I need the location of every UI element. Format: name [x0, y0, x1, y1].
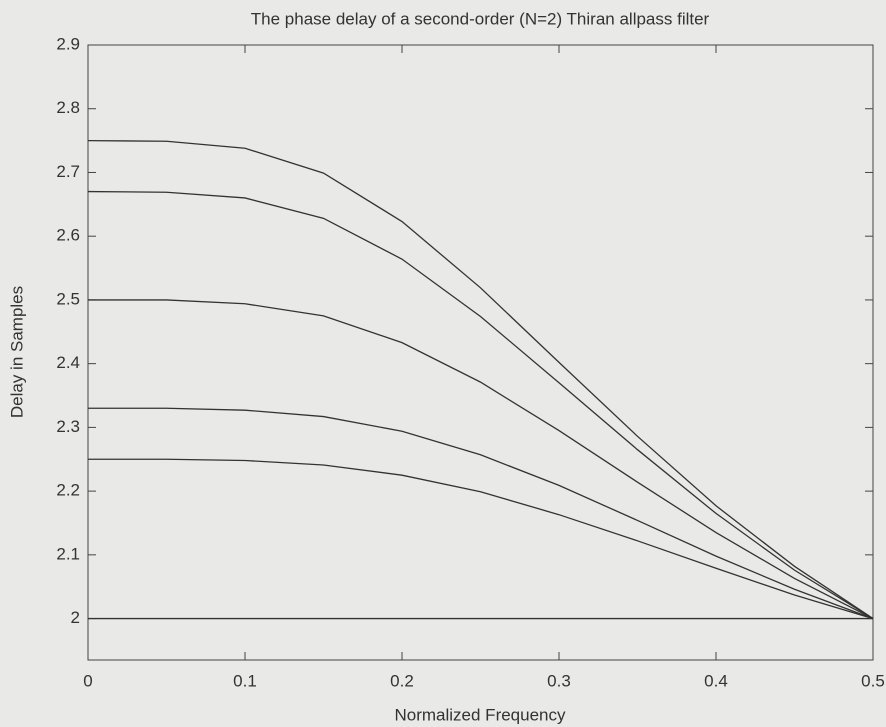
x-tick-label: 0.3 [547, 671, 571, 690]
x-tick-label: 0.1 [233, 671, 257, 690]
chart-title: The phase delay of a second-order (N=2) … [251, 9, 710, 28]
y-tick-label: 2 [71, 608, 80, 627]
y-tick-label: 2.9 [56, 34, 80, 53]
y-tick-label: 2.2 [56, 481, 80, 500]
y-tick-label: 2.8 [56, 98, 80, 117]
x-tick-label: 0.5 [861, 671, 885, 690]
line-series [88, 459, 873, 618]
plot-frame [88, 45, 873, 660]
y-tick-label: 2.5 [56, 289, 80, 308]
line-series [88, 408, 873, 618]
x-tick-label: 0.2 [390, 671, 414, 690]
line-series [88, 192, 873, 619]
x-tick-label: 0 [83, 671, 92, 690]
chart: The phase delay of a second-order (N=2) … [0, 0, 886, 727]
x-axis-label: Normalized Frequency [394, 705, 566, 724]
y-tick-label: 2.1 [56, 544, 80, 563]
y-tick-label: 2.7 [56, 162, 80, 181]
x-tick-label: 0.4 [704, 671, 728, 690]
line-series [88, 141, 873, 619]
y-tick-label: 2.3 [56, 417, 80, 436]
y-tick-label: 2.6 [56, 226, 80, 245]
y-tick-label: 2.4 [56, 353, 80, 372]
y-axis-label: Delay in Samples [7, 286, 26, 418]
